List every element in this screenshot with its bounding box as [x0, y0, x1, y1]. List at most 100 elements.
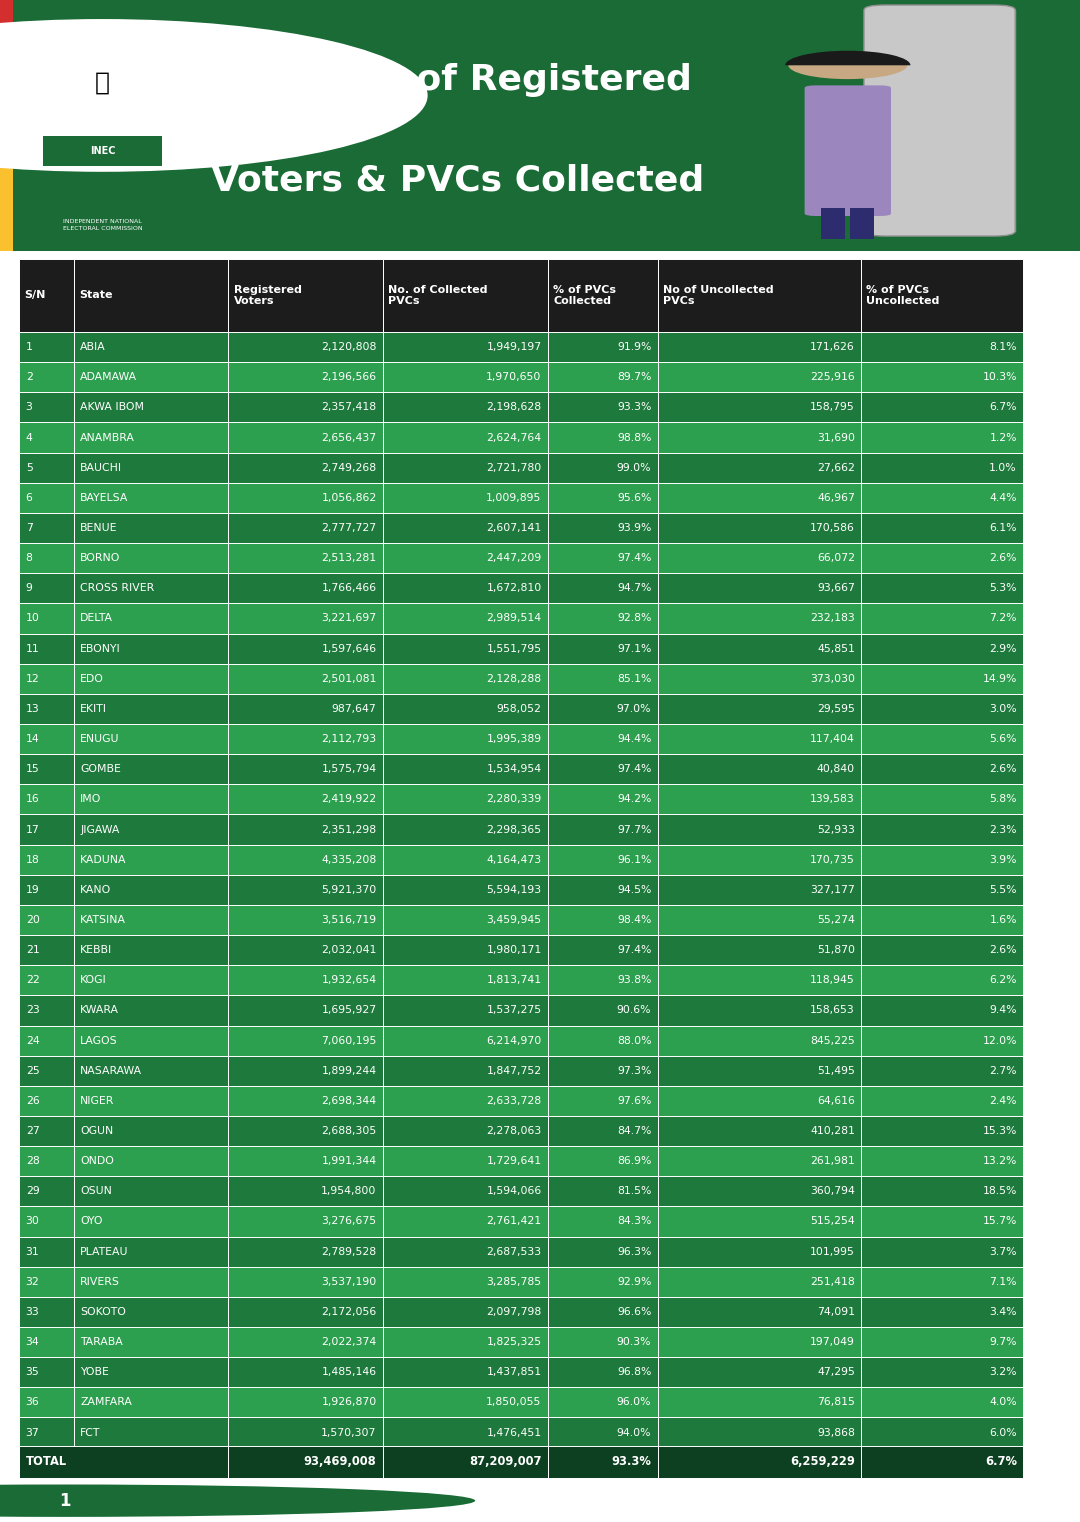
- Bar: [861, 724, 1023, 753]
- Text: 3.2%: 3.2%: [989, 1367, 1016, 1377]
- Bar: [548, 724, 658, 753]
- Bar: [383, 393, 548, 423]
- Bar: [658, 423, 861, 452]
- Text: 2,749,268: 2,749,268: [322, 463, 377, 473]
- Bar: [19, 995, 73, 1026]
- Text: 94.4%: 94.4%: [617, 734, 651, 744]
- Bar: [19, 1177, 73, 1207]
- Bar: [73, 1056, 228, 1085]
- Bar: [228, 259, 383, 332]
- Text: Summary of Registered: Summary of Registered: [211, 64, 691, 97]
- Bar: [383, 1146, 548, 1177]
- Bar: [658, 814, 861, 845]
- Bar: [861, 753, 1023, 784]
- Text: 158,795: 158,795: [810, 402, 855, 412]
- Bar: [383, 574, 548, 603]
- Bar: [861, 332, 1023, 362]
- Bar: [658, 724, 861, 753]
- Text: 84.3%: 84.3%: [617, 1216, 651, 1227]
- Text: 1,575,794: 1,575,794: [322, 764, 377, 775]
- Text: NASARAWA: NASARAWA: [80, 1065, 143, 1076]
- Text: 2,624,764: 2,624,764: [486, 432, 541, 443]
- Text: 261,981: 261,981: [810, 1157, 855, 1166]
- Text: Registered
Voters: Registered Voters: [233, 285, 301, 306]
- Bar: [73, 995, 228, 1026]
- Text: 94.7%: 94.7%: [617, 583, 651, 594]
- Bar: [73, 814, 228, 845]
- Bar: [861, 664, 1023, 694]
- Text: 5.3%: 5.3%: [989, 583, 1016, 594]
- Text: 29,595: 29,595: [818, 703, 855, 714]
- Bar: [383, 1056, 548, 1085]
- Text: 1.2%: 1.2%: [989, 432, 1016, 443]
- Text: 2,196,566: 2,196,566: [322, 373, 377, 382]
- Text: 2,447,209: 2,447,209: [486, 552, 541, 563]
- Text: 1.6%: 1.6%: [989, 915, 1016, 925]
- Bar: [861, 784, 1023, 814]
- Bar: [658, 513, 861, 543]
- Bar: [658, 845, 861, 875]
- Bar: [861, 995, 1023, 1026]
- Text: 52,933: 52,933: [818, 825, 855, 834]
- Bar: [548, 1146, 658, 1177]
- Text: 8.1%: 8.1%: [989, 342, 1016, 352]
- Text: 225,916: 225,916: [810, 373, 855, 382]
- Text: 26: 26: [26, 1096, 40, 1106]
- Text: 55,274: 55,274: [818, 915, 855, 925]
- Bar: [658, 753, 861, 784]
- Bar: [658, 259, 861, 332]
- Text: 1,926,870: 1,926,870: [322, 1397, 377, 1408]
- Bar: [658, 1417, 861, 1447]
- Text: 6.7%: 6.7%: [989, 402, 1016, 412]
- Bar: [658, 906, 861, 935]
- Bar: [861, 1026, 1023, 1056]
- Bar: [19, 423, 73, 452]
- Text: 3.0%: 3.0%: [989, 703, 1016, 714]
- Text: 2.9%: 2.9%: [989, 644, 1016, 653]
- Bar: [228, 1388, 383, 1417]
- Text: 2,721,780: 2,721,780: [486, 463, 541, 473]
- Text: 92.8%: 92.8%: [617, 613, 651, 624]
- Text: 12: 12: [26, 674, 40, 683]
- Bar: [19, 259, 73, 332]
- Text: % of PVCs
Collected: % of PVCs Collected: [553, 285, 616, 306]
- Text: 2,687,533: 2,687,533: [486, 1247, 541, 1257]
- Bar: [228, 393, 383, 423]
- Text: 158,653: 158,653: [810, 1006, 855, 1015]
- Text: 18: 18: [26, 855, 40, 864]
- Bar: [658, 1146, 861, 1177]
- Text: 97.6%: 97.6%: [617, 1096, 651, 1106]
- Bar: [383, 1236, 548, 1266]
- Text: IMO: IMO: [80, 794, 102, 804]
- Text: OSUN: OSUN: [80, 1186, 112, 1196]
- Text: 96.6%: 96.6%: [617, 1307, 651, 1317]
- Bar: [19, 1297, 73, 1327]
- Text: 1: 1: [59, 1492, 70, 1510]
- Text: 51,870: 51,870: [816, 945, 855, 956]
- Text: 1,932,654: 1,932,654: [322, 976, 377, 985]
- Text: FCT: FCT: [80, 1428, 100, 1438]
- Bar: [228, 906, 383, 935]
- Text: 81.5%: 81.5%: [617, 1186, 651, 1196]
- Text: 74,091: 74,091: [816, 1307, 855, 1317]
- Text: 90.3%: 90.3%: [617, 1338, 651, 1347]
- Text: 2: 2: [26, 373, 32, 382]
- Text: ANAMBRA: ANAMBRA: [80, 432, 135, 443]
- Bar: [19, 362, 73, 393]
- Bar: [228, 1446, 383, 1478]
- Text: 86.9%: 86.9%: [617, 1157, 651, 1166]
- Text: 3,285,785: 3,285,785: [486, 1277, 541, 1286]
- Bar: [548, 452, 658, 482]
- Text: SOKOTO: SOKOTO: [80, 1307, 126, 1317]
- Bar: [861, 259, 1023, 332]
- Circle shape: [788, 52, 907, 79]
- Bar: [73, 423, 228, 452]
- Bar: [73, 482, 228, 513]
- Bar: [73, 753, 228, 784]
- Text: 76,815: 76,815: [818, 1397, 855, 1408]
- Bar: [658, 664, 861, 694]
- Bar: [864, 11, 1015, 231]
- Polygon shape: [135, 1479, 221, 1522]
- Text: State: State: [79, 291, 112, 300]
- Bar: [861, 543, 1023, 574]
